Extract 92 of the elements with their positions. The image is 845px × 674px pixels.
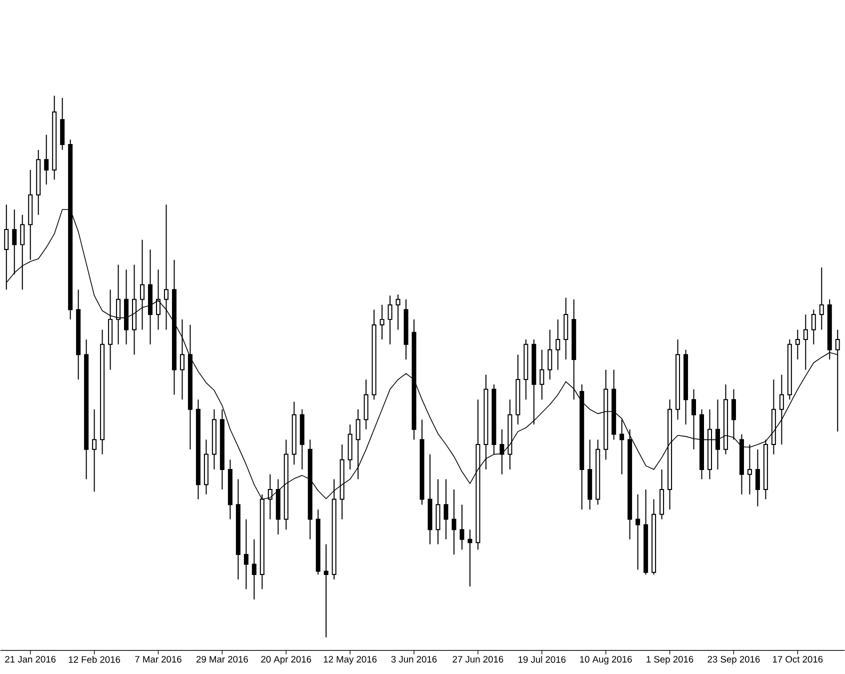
x-tick-label: 29 Mar 2016 (196, 656, 248, 662)
x-tick-label: 3 Jun 2016 (391, 656, 437, 662)
candlestick (588, 439, 592, 510)
x-tick-label: 10 Aug 2016 (580, 656, 632, 664)
x-tick-label: 27 Jun 2016 (452, 656, 504, 662)
candlestick (396, 294, 400, 330)
candlestick (108, 288, 113, 370)
candlestick (468, 528, 472, 587)
candlestick (460, 504, 464, 550)
candlestick (92, 408, 97, 492)
candlestick (436, 478, 440, 545)
candlestick (827, 298, 832, 360)
candlestick (324, 544, 328, 638)
candlestick (228, 459, 232, 520)
x-tick-label: 23 Sep 2016 (708, 656, 760, 664)
candlestick (244, 518, 248, 590)
candlestick (188, 324, 192, 450)
candlestick (156, 268, 161, 330)
candlestick (660, 468, 664, 520)
x-tick-label: 1 Sep 2016 (646, 656, 694, 664)
candlestick (428, 454, 432, 545)
candlestick (779, 374, 784, 445)
candlestick (60, 97, 65, 150)
candlestick (348, 424, 352, 470)
candlestick (212, 408, 216, 470)
candlestick (76, 288, 81, 380)
candlestick (204, 439, 208, 495)
candlestick (604, 369, 608, 460)
candlestick (500, 428, 504, 475)
candlestick (36, 149, 41, 216)
candlestick (524, 338, 528, 400)
candlestick (676, 338, 680, 420)
x-tick-label: 12 May 2016 (324, 656, 377, 664)
candlestick (412, 318, 416, 440)
candlestick (492, 384, 496, 455)
candlestick (508, 398, 512, 470)
candlestick (172, 259, 176, 396)
candlestick (452, 488, 456, 555)
candlestick (620, 418, 624, 475)
candlestick (540, 349, 544, 400)
x-tick-label: 21 Jan 2016 (5, 656, 56, 662)
candlestick (236, 478, 240, 580)
candlestick (564, 297, 568, 360)
candlestick (795, 329, 800, 360)
candlestick (803, 314, 808, 370)
candlestick (292, 401, 296, 465)
candlestick (132, 264, 137, 355)
candlestick (356, 408, 360, 480)
candlestick (52, 95, 57, 180)
candlestick (819, 266, 824, 330)
candlestick (556, 318, 560, 370)
candlestick (100, 329, 105, 455)
candlestick (731, 388, 736, 440)
candlestick (755, 448, 760, 507)
candlestick (364, 378, 368, 430)
candlestick (180, 318, 184, 400)
candlestick (372, 309, 376, 400)
candlestick (252, 538, 256, 600)
candlestick (548, 329, 552, 380)
x-tick-label: 17 Oct 2016 (772, 656, 823, 662)
candlestick (140, 239, 145, 330)
candlestick (20, 214, 25, 290)
candlestick (811, 309, 816, 345)
candlestick (404, 298, 408, 360)
candlestick (84, 338, 89, 480)
candlestick (715, 398, 720, 470)
x-tick-label: 7 Mar 2016 (135, 656, 182, 662)
candlestick (747, 444, 752, 495)
candlestick (723, 384, 728, 455)
x-tick-label: 19 Jul 2016 (518, 656, 566, 663)
candlestick (572, 298, 576, 400)
candlestick (220, 408, 224, 490)
candlestick (636, 494, 640, 570)
candlestick (124, 268, 129, 345)
candlestick (699, 408, 704, 480)
candlestick (691, 388, 696, 450)
x-tick-label: 20 Apr 2016 (261, 656, 312, 664)
candlestick (196, 398, 200, 500)
x-tick-label: 12 Feb 2016 (68, 656, 120, 663)
candlestick (388, 294, 392, 345)
candlestick (484, 374, 488, 470)
candlestick (787, 338, 792, 400)
candlestick (148, 248, 153, 345)
candlestick (707, 408, 712, 480)
candlestick (532, 338, 536, 425)
candlestick (771, 378, 776, 455)
candlestick (444, 478, 448, 540)
candlestick (44, 134, 49, 185)
candlestick (516, 354, 520, 425)
candlestick (300, 408, 304, 470)
candlestick (116, 264, 121, 345)
candlestick (380, 304, 384, 340)
